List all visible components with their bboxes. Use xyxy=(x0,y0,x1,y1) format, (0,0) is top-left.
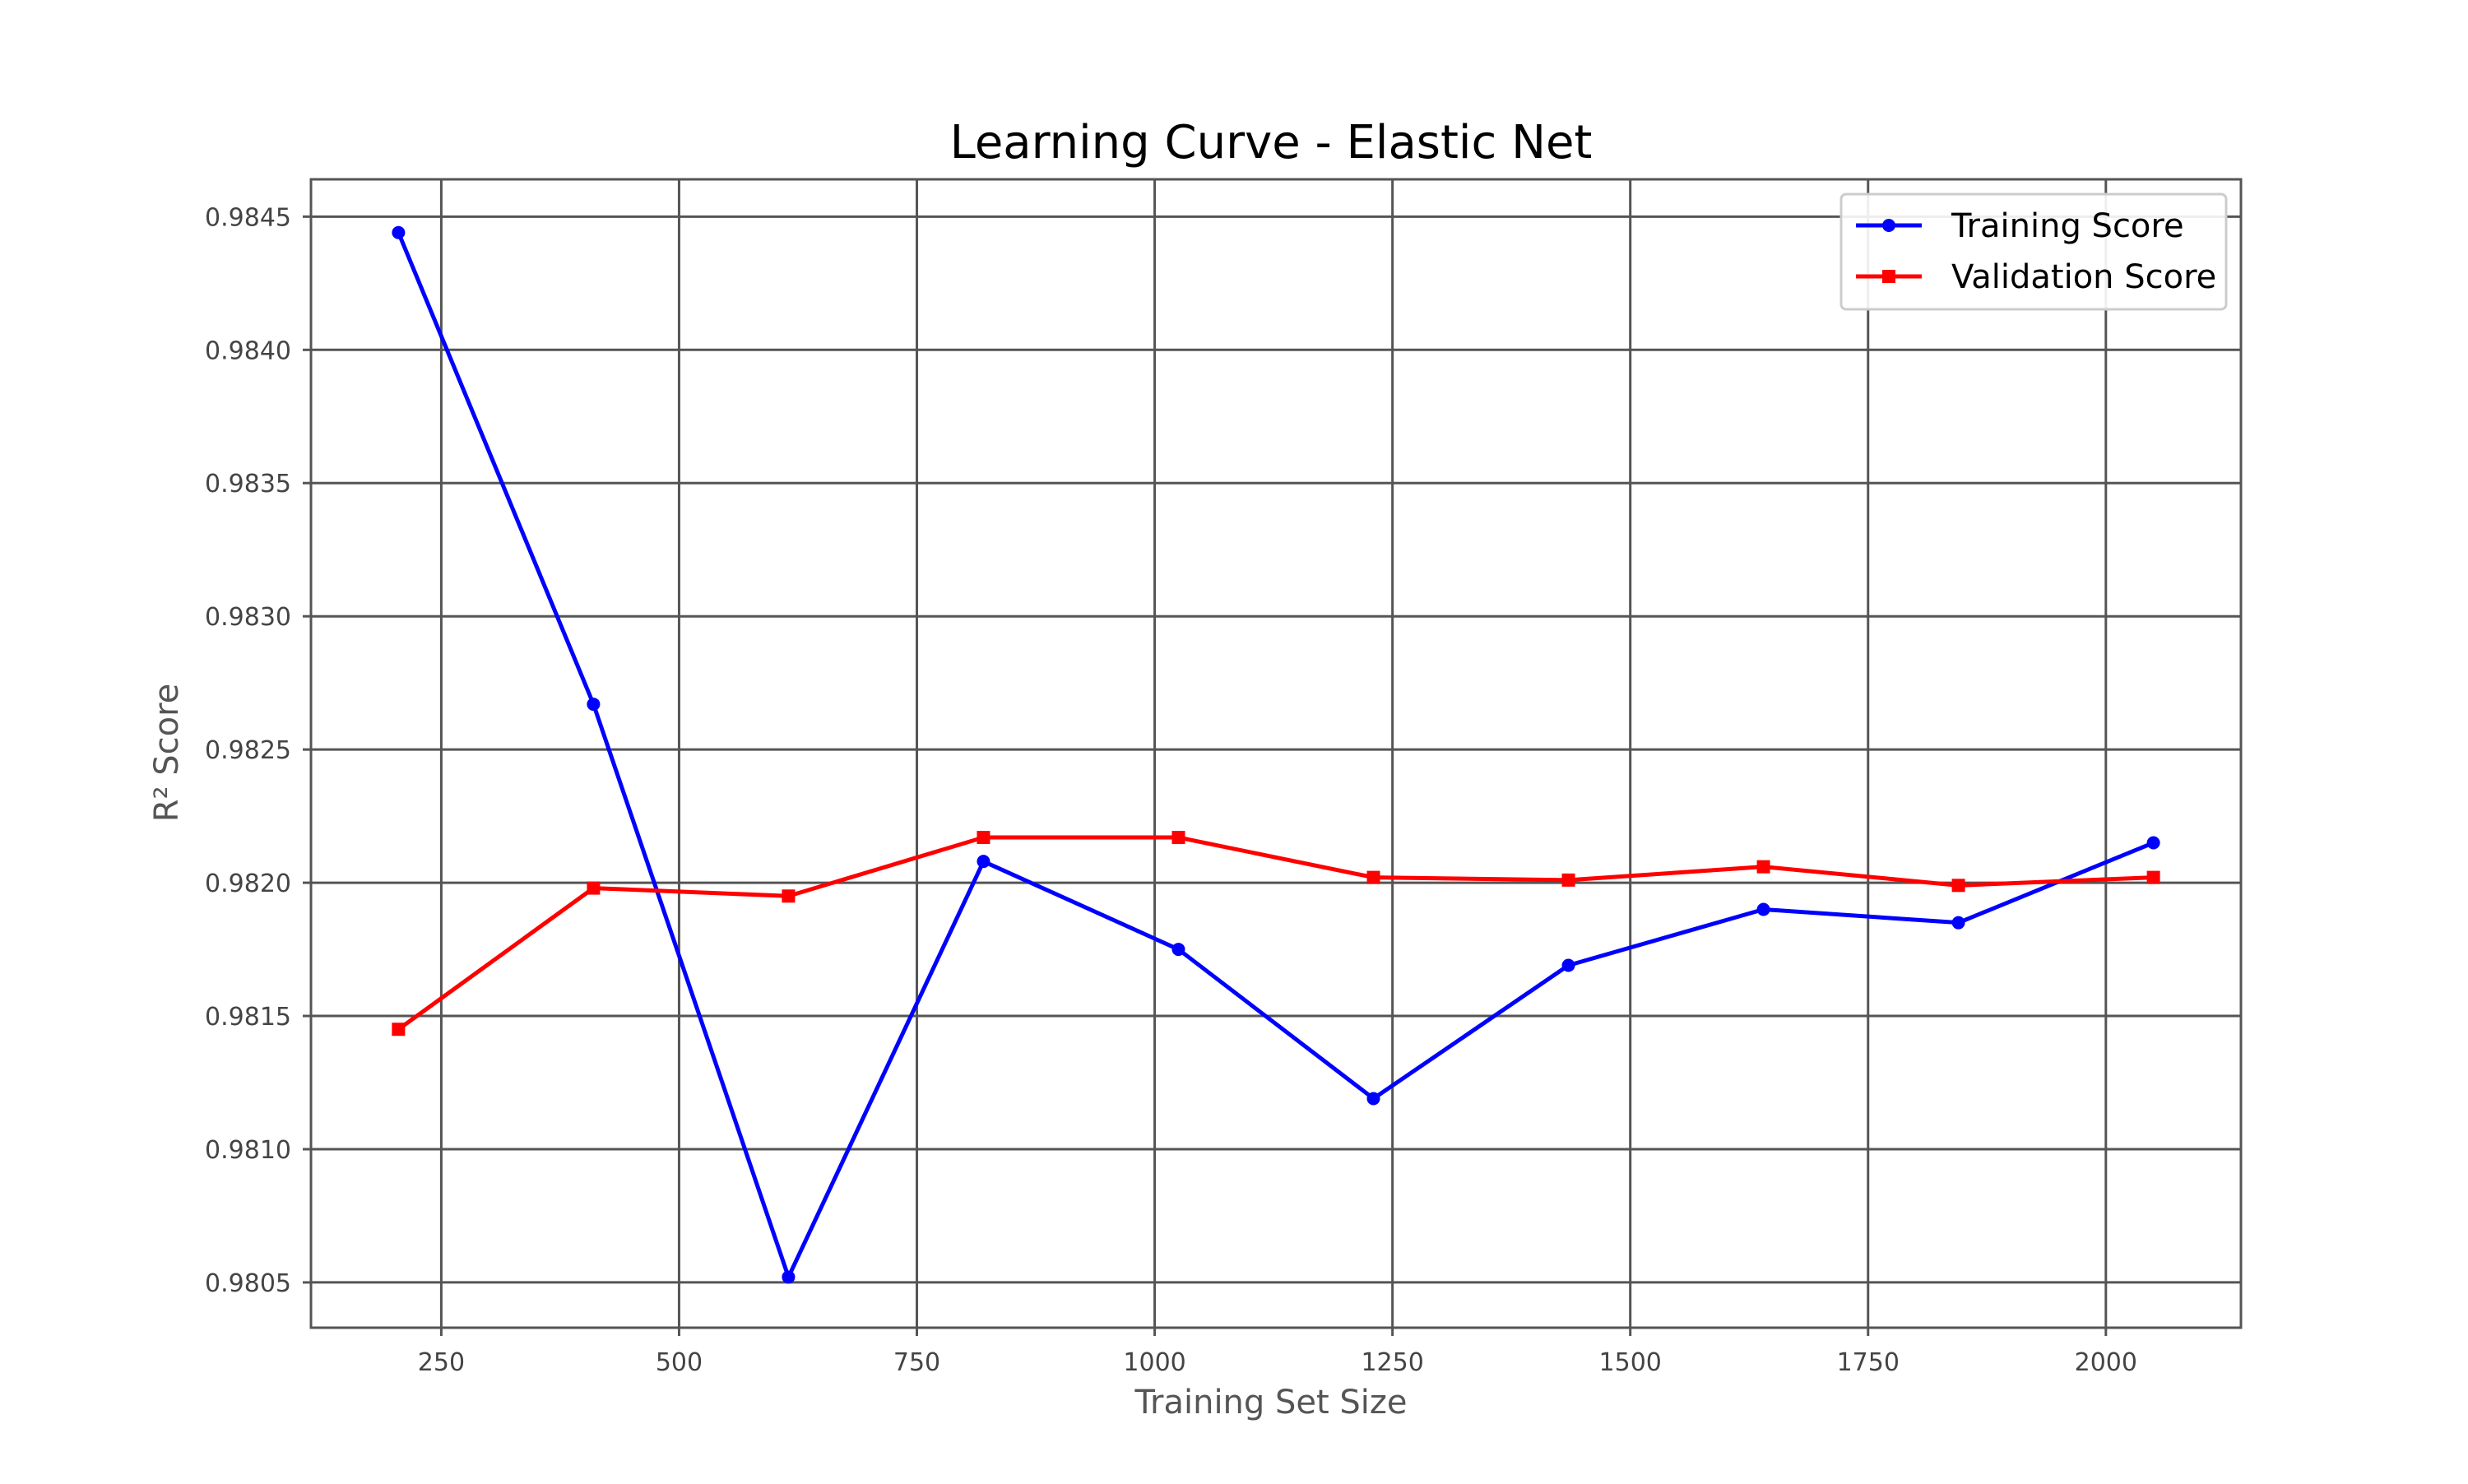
x-tick-label: 250 xyxy=(418,1348,465,1377)
data-point xyxy=(392,1023,406,1036)
plot-frame xyxy=(309,178,2243,1329)
data-point xyxy=(977,831,990,845)
legend-marker xyxy=(1882,219,1895,232)
data-point xyxy=(782,1270,796,1284)
legend-label: Training Score xyxy=(1951,207,2184,245)
series-line xyxy=(397,835,2154,1032)
data-point xyxy=(392,225,406,239)
legend-box xyxy=(1839,192,2228,311)
data-point xyxy=(587,698,601,712)
y-tick-label: 0.9840 xyxy=(205,336,291,365)
x-tick-label: 1250 xyxy=(1361,1348,1423,1377)
data-point xyxy=(1756,902,1770,916)
legend-marker xyxy=(1882,270,1895,283)
data-point xyxy=(1171,831,1185,845)
series-line xyxy=(397,231,2155,1279)
data-point xyxy=(1561,873,1575,887)
legend-label: Validation Score xyxy=(1951,258,2216,296)
x-tick-label: 500 xyxy=(656,1348,703,1377)
x-tick-label: 750 xyxy=(893,1348,940,1377)
data-point xyxy=(1561,958,1575,972)
x-axis-title: Training Set Size xyxy=(1134,1384,1407,1421)
legend-item: Training Score xyxy=(1856,207,2184,245)
y-tick-label: 0.9830 xyxy=(205,603,291,632)
y-tick-label: 0.9810 xyxy=(205,1136,291,1165)
data-point xyxy=(1756,860,1770,874)
y-tick-label: 0.9825 xyxy=(205,736,291,765)
y-tick-label: 0.9805 xyxy=(205,1269,291,1298)
data-point xyxy=(2146,836,2160,850)
x-tick-label: 2000 xyxy=(2075,1348,2137,1377)
axes: 250 500 750 1000 1250 1500 1750 2000 0.9805 0.981… xyxy=(205,178,2243,1377)
chart-title: Learning Curve - Elastic Net xyxy=(950,116,1593,169)
data-point xyxy=(1951,916,1965,930)
x-tick-label: 1750 xyxy=(1837,1348,1900,1377)
data-point xyxy=(587,881,601,895)
data-point xyxy=(1951,879,1965,893)
data-point xyxy=(1366,1092,1380,1106)
y-tick-label: 0.9820 xyxy=(205,870,291,898)
y-tick-label: 0.9835 xyxy=(205,470,291,499)
data-point xyxy=(1366,870,1380,884)
x-tick-label: 1000 xyxy=(1123,1348,1185,1377)
grid-lines xyxy=(311,179,2241,1328)
data-point xyxy=(782,889,796,903)
y-tick-label: 0.9815 xyxy=(205,1003,291,1032)
legend: Training Score Validation Score xyxy=(1839,192,2228,311)
data-point xyxy=(2146,870,2160,884)
y-axis-title: R² Score xyxy=(148,684,186,823)
y-tick-label: 0.9845 xyxy=(205,203,291,232)
plot-series xyxy=(392,225,2160,1284)
x-tick-label: 1500 xyxy=(1599,1348,1662,1377)
data-point xyxy=(1171,943,1185,957)
series-1 xyxy=(392,831,2160,1036)
legend-item: Validation Score xyxy=(1856,258,2216,296)
series-0 xyxy=(392,225,2160,1284)
data-point xyxy=(977,855,990,869)
